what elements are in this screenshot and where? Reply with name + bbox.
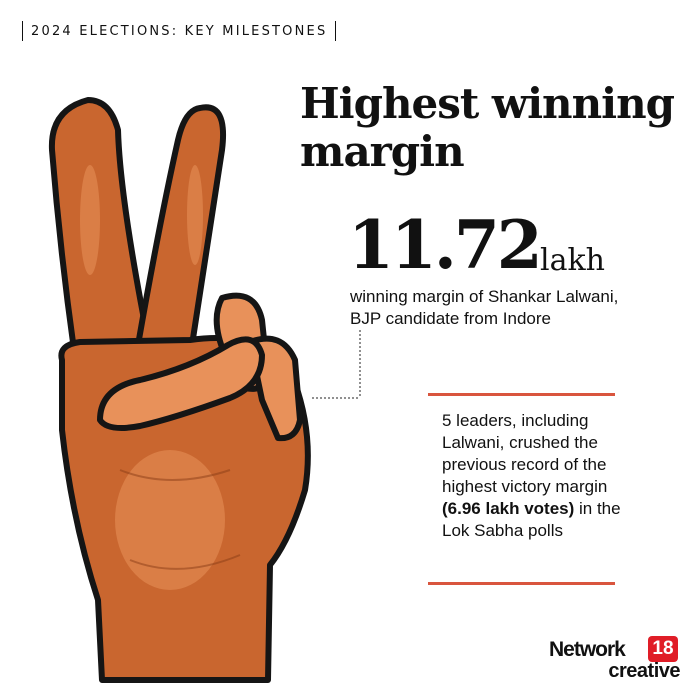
stat-description-line-1: winning margin of Shankar Lalwani, xyxy=(350,287,619,306)
record-callout: 5 leaders, including Lalwani, crushed th… xyxy=(428,393,621,585)
record-text-bold: (6.96 lakh votes) xyxy=(442,499,575,518)
kicker-label: 2024 ELECTIONS: KEY MILESTONES xyxy=(22,20,337,42)
kicker-text: 2024 ELECTIONS: KEY MILESTONES xyxy=(31,23,328,39)
middle-finger-shape xyxy=(135,104,226,348)
record-text-before: 5 leaders, including Lalwani, crushed th… xyxy=(442,411,608,496)
kicker-divider-right xyxy=(335,21,337,41)
kicker-divider-left xyxy=(22,21,23,41)
record-text-after: in the Lok Sabha polls xyxy=(442,499,621,540)
page-title: Highest winning margin xyxy=(300,79,675,176)
record-callout-text: 5 leaders, including Lalwani, crushed th… xyxy=(442,410,622,542)
logo-subtitle: creative xyxy=(608,660,680,682)
network18-creative-logo: Network 18 creative xyxy=(549,636,680,682)
leader-line xyxy=(312,330,361,399)
thumb-shape xyxy=(97,336,265,431)
hand-crease-lines xyxy=(119,469,241,570)
index-finger-shape xyxy=(48,97,153,353)
logo-wordmark: Network xyxy=(549,638,626,661)
stat-description: winning margin of Shankar Lalwani, BJP c… xyxy=(350,286,690,330)
stat-description-line-2: BJP candidate from Indore xyxy=(350,309,551,328)
hand-texture xyxy=(80,165,225,590)
stat-unit: lakh xyxy=(540,243,605,278)
stat-value: 11.72 xyxy=(348,206,543,284)
logo-badge: 18 xyxy=(648,636,678,662)
